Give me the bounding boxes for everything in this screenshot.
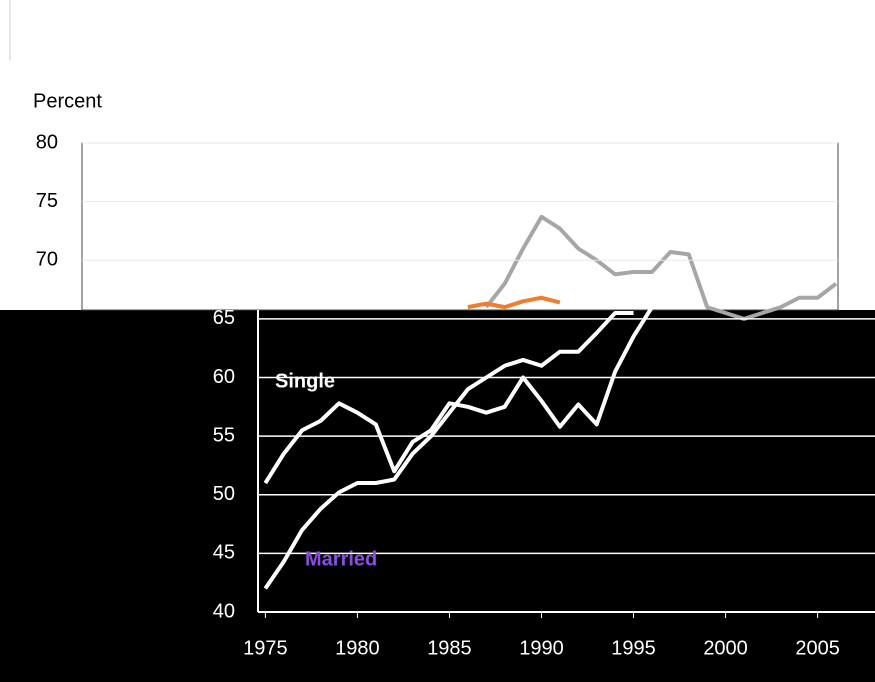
y-tick-label: 80 (36, 131, 58, 153)
y-tick-label: 65 (213, 307, 235, 329)
y-tick-label: 75 (36, 190, 58, 212)
series-line (263, 311, 634, 590)
y-tick-label: 45 (213, 542, 235, 564)
y-tick-label: 60 (213, 366, 235, 388)
x-tick-label: 1985 (427, 637, 472, 659)
series-line (467, 295, 561, 310)
x-tick-label: 1980 (335, 637, 380, 659)
series-label: Married (305, 548, 377, 570)
x-tick-label: 2000 (703, 637, 748, 659)
series-line (484, 214, 838, 321)
dark-band (0, 310, 875, 682)
series-line (263, 306, 654, 485)
x-tick-label: 1990 (519, 637, 564, 659)
y-tick-label: 50 (213, 483, 235, 505)
x-tick-label: 2005 (795, 637, 840, 659)
x-tick-label: 1995 (611, 637, 656, 659)
y-tick-label: 70 (36, 249, 58, 271)
y-tick-label: 40 (213, 600, 235, 622)
x-tick-label: 1975 (243, 637, 288, 659)
series-label: Single (275, 370, 335, 392)
y-tick-label: 55 (213, 424, 235, 446)
plot-frame (81, 142, 839, 311)
y-axis-label: Percent (33, 90, 102, 112)
